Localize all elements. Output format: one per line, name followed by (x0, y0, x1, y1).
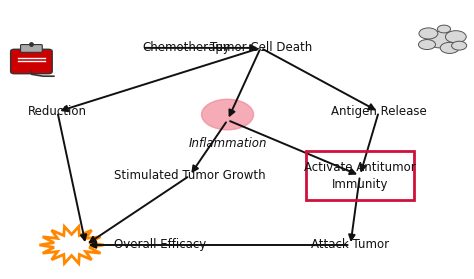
FancyBboxPatch shape (20, 45, 42, 52)
Text: Inflammation: Inflammation (188, 137, 267, 150)
Circle shape (452, 41, 467, 50)
Text: Antigen Release: Antigen Release (331, 105, 427, 118)
Text: Attack Tumor: Attack Tumor (311, 239, 390, 251)
FancyBboxPatch shape (10, 49, 52, 74)
Circle shape (440, 42, 459, 54)
Circle shape (419, 28, 438, 39)
Circle shape (438, 25, 451, 33)
Circle shape (446, 31, 466, 43)
Circle shape (419, 40, 436, 50)
Circle shape (201, 99, 254, 130)
Circle shape (426, 31, 455, 48)
Text: Tumor Cell Death: Tumor Cell Death (210, 41, 312, 54)
Text: Activate Antitumor
Immunity: Activate Antitumor Immunity (304, 161, 416, 191)
Text: Stimulated Tumor Growth: Stimulated Tumor Growth (114, 169, 265, 182)
Text: Chemotherapy: Chemotherapy (143, 41, 230, 54)
Text: Reduction: Reduction (28, 105, 87, 118)
Text: Overall Efficacy: Overall Efficacy (114, 239, 206, 251)
